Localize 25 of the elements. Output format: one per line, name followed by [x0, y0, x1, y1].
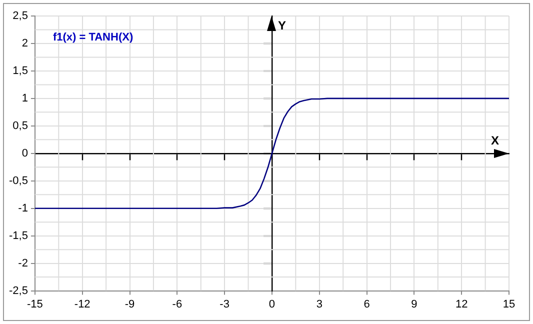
y-tick-label: 0,5 [12, 120, 28, 132]
y-tick-label: 1 [22, 92, 28, 104]
x-tick-label: -3 [220, 298, 230, 310]
y-tick-label: -1 [18, 202, 28, 214]
y-tick-label: 1,5 [12, 64, 28, 77]
y-tick-label: -1,5 [8, 230, 28, 242]
y-axis-title: Y [278, 18, 286, 32]
y-tick-label: -2 [18, 257, 28, 270]
y-tick-label: -0,5 [8, 174, 28, 187]
y-tick-label: -2,5 [8, 284, 28, 297]
x-tick-label: 3 [316, 298, 322, 310]
x-tick-label: 0 [268, 298, 276, 310]
y-tick-label: 2 [22, 38, 28, 50]
y-tick-label: 2,5 [12, 10, 28, 22]
x-tick-label: -12 [74, 298, 90, 310]
x-tick-label: -9 [124, 298, 135, 310]
x-tick-label: 6 [364, 298, 370, 310]
x-tick-label: -15 [27, 298, 43, 310]
x-tick-label: 12 [455, 298, 468, 310]
x-tick-label: 15 [502, 298, 516, 310]
x-tick-label: -6 [172, 298, 182, 310]
x-tick-label: 9 [411, 298, 418, 310]
y-tick-label: 0 [22, 147, 28, 160]
x-axis-title: X [490, 134, 500, 148]
text: f1(x) = TANH(X) [52, 32, 134, 44]
